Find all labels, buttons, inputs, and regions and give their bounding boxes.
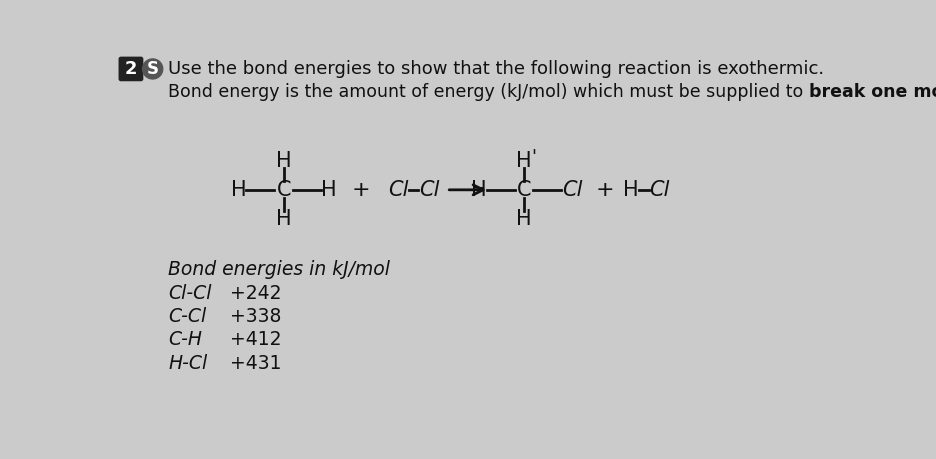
Text: Cl: Cl — [419, 180, 440, 200]
Text: C-H: C-H — [168, 330, 202, 349]
Text: C-Cl: C-Cl — [168, 308, 207, 326]
Text: Cl: Cl — [650, 180, 669, 200]
Text: +338: +338 — [230, 308, 282, 326]
Text: H: H — [516, 209, 532, 229]
Text: Use the bond energies to show that the following reaction is exothermic.: Use the bond energies to show that the f… — [168, 60, 825, 78]
Circle shape — [142, 59, 163, 79]
Text: +412: +412 — [230, 330, 282, 349]
Text: H: H — [471, 180, 487, 200]
Text: C: C — [517, 180, 531, 200]
Text: H: H — [276, 209, 291, 229]
Text: H: H — [516, 151, 532, 171]
Text: Cl-Cl: Cl-Cl — [168, 284, 212, 303]
Text: +431: +431 — [230, 353, 282, 373]
Text: break one mole of the bond.: break one mole of the bond. — [809, 83, 936, 101]
Text: Bond energy is the amount of energy (kJ/mol) which must be supplied to: Bond energy is the amount of energy (kJ/… — [168, 83, 809, 101]
Text: +: + — [352, 180, 371, 200]
Text: ': ' — [531, 149, 535, 167]
Text: Cl: Cl — [388, 180, 408, 200]
Text: C: C — [276, 180, 291, 200]
Text: H: H — [321, 180, 336, 200]
Text: Bond energies in kJ/mol: Bond energies in kJ/mol — [168, 260, 390, 279]
Text: S: S — [147, 60, 158, 78]
Text: H-Cl: H-Cl — [168, 353, 208, 373]
Text: H: H — [623, 180, 638, 200]
Text: 2: 2 — [124, 60, 138, 78]
Text: H: H — [276, 151, 291, 171]
Text: +242: +242 — [230, 284, 282, 303]
Text: H: H — [231, 180, 246, 200]
Text: Cl: Cl — [563, 180, 583, 200]
FancyBboxPatch shape — [119, 56, 143, 81]
Text: +: + — [596, 180, 615, 200]
